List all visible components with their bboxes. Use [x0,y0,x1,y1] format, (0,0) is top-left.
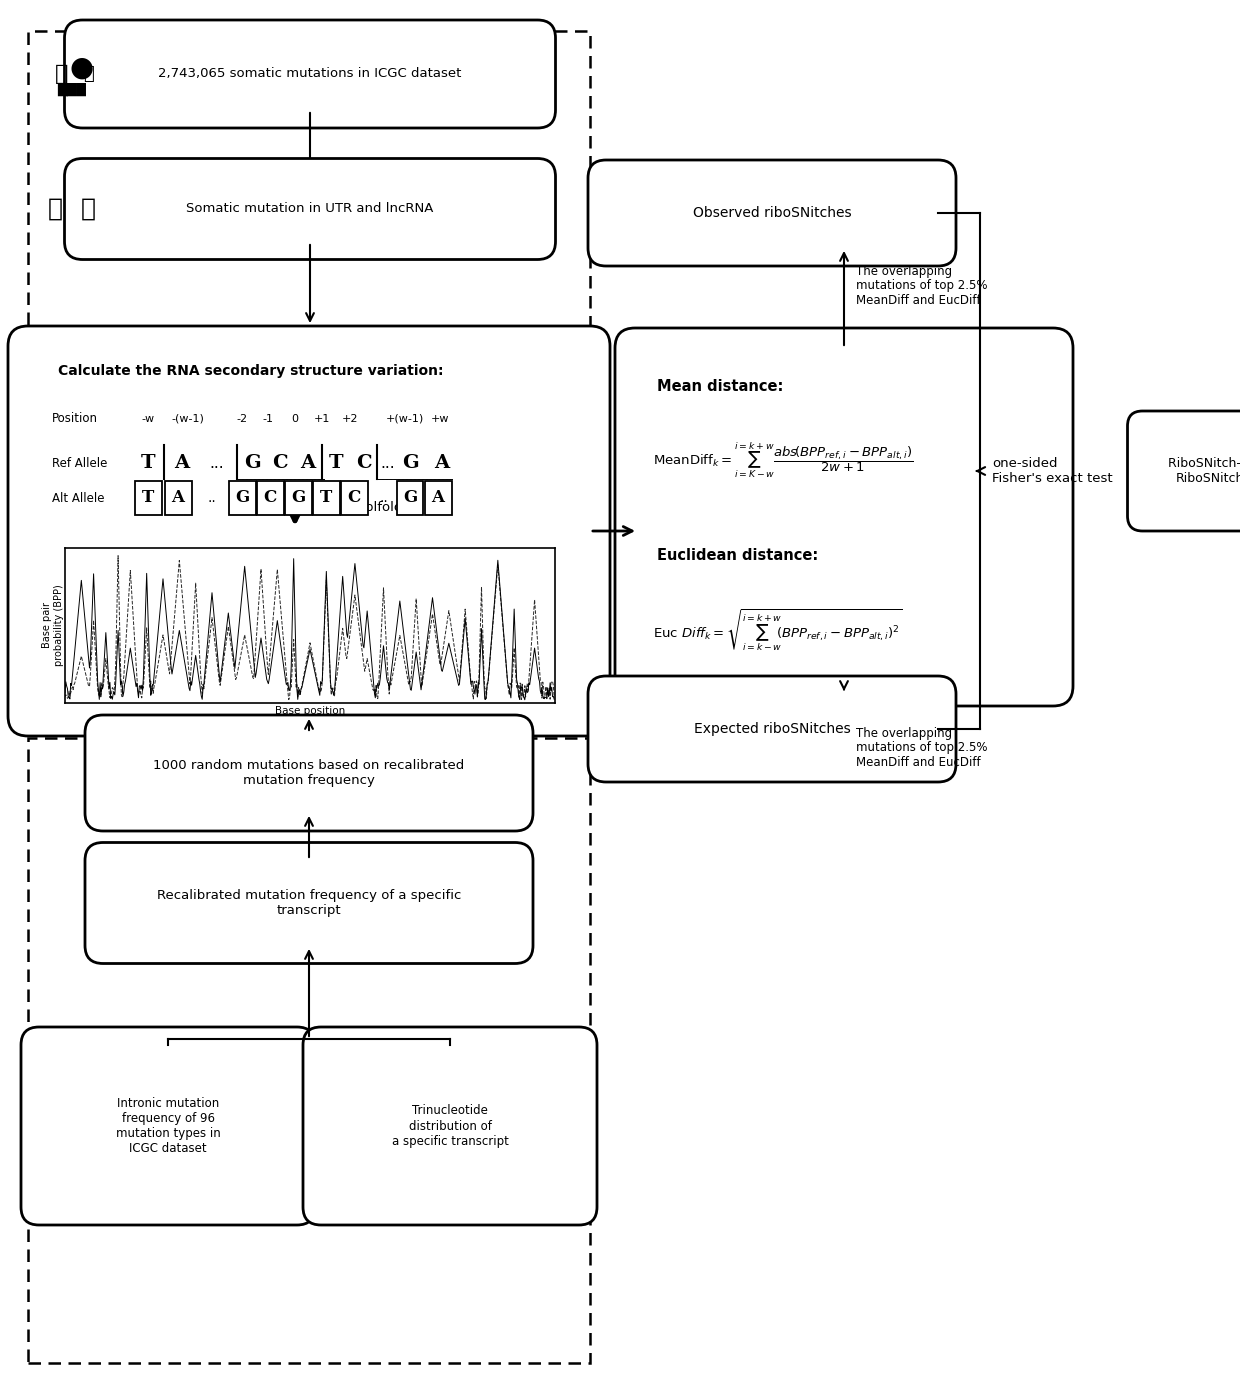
Text: A: A [175,453,190,472]
FancyBboxPatch shape [134,481,161,515]
Text: Trinucleotide
distribution of
a specific transcript: Trinucleotide distribution of a specific… [392,1104,508,1148]
Text: +1: +1 [314,415,330,424]
Text: -2: -2 [237,415,248,424]
Text: 👤: 👤 [47,198,62,221]
Text: T: T [320,490,332,506]
Text: RNAplfold: RNAplfold [339,501,403,513]
Text: G: G [291,490,305,506]
FancyBboxPatch shape [1127,410,1240,531]
Text: Ref Allele: Ref Allele [52,456,108,470]
Text: Intronic mutation
frequency of 96
mutation types in
ICGC dataset: Intronic mutation frequency of 96 mutati… [115,1097,221,1155]
Text: Alt Allele: Alt Allele [52,491,104,505]
Text: Position: Position [52,413,98,426]
FancyBboxPatch shape [341,481,367,515]
Text: ..: .. [207,491,216,505]
Text: C: C [356,453,372,472]
Text: The overlapping
mutations of top 2.5%
MeanDiff and EucDiff: The overlapping mutations of top 2.5% Me… [856,264,987,307]
X-axis label: Base position: Base position [275,705,345,716]
Text: T: T [140,453,155,472]
FancyBboxPatch shape [165,481,191,515]
FancyBboxPatch shape [312,481,340,515]
Text: $\mathrm{MeanDiff}_k = \sum_{i=K-w}^{i=k+w}\dfrac{abs\!\left(BPP_{ref,i}-BPP_{al: $\mathrm{MeanDiff}_k = \sum_{i=K-w}^{i=k… [653,440,914,480]
FancyBboxPatch shape [284,481,311,515]
Text: +w: +w [430,415,449,424]
FancyBboxPatch shape [615,328,1073,707]
Text: Observed riboSNitches: Observed riboSNitches [693,206,852,220]
Bar [29,31,590,325]
Text: T: T [141,490,154,506]
FancyBboxPatch shape [21,1027,315,1225]
Text: C: C [347,490,361,506]
Text: +(w-1): +(w-1) [386,415,424,424]
Text: $\mathrm{Euc}\ \mathit{Diff}_k = \sqrt{\sum_{i=k-w}^{i=k+w}\!\!\left(BPP_{ref,i}: $\mathrm{Euc}\ \mathit{Diff}_k = \sqrt{\… [653,606,903,652]
Text: ..: .. [379,491,388,505]
Text: -1: -1 [263,415,274,424]
Text: 👤: 👤 [83,65,93,83]
Text: ███: ███ [57,82,87,96]
FancyBboxPatch shape [86,843,533,964]
Text: C: C [273,453,288,472]
Text: 0: 0 [291,415,299,424]
Text: ...: ... [381,455,396,470]
Text: G: G [403,490,417,506]
Text: -w: -w [141,415,155,424]
Text: one-sided
Fisher's exact test: one-sided Fisher's exact test [992,458,1112,485]
Text: Calculate the RNA secondary structure variation:: Calculate the RNA secondary structure va… [58,364,444,378]
Text: A: A [300,453,315,472]
FancyBboxPatch shape [424,481,451,515]
Text: G: G [244,453,260,472]
Text: T: T [329,453,343,472]
Text: -(w-1): -(w-1) [171,415,205,424]
FancyBboxPatch shape [397,481,424,515]
Text: A: A [434,453,450,472]
Y-axis label: Base pair
probability (BPP): Base pair probability (BPP) [42,584,63,666]
FancyBboxPatch shape [64,19,556,128]
FancyBboxPatch shape [228,481,255,515]
Text: Euclidean distance:: Euclidean distance: [657,548,818,563]
Text: ●: ● [69,54,94,82]
Text: ...: ... [210,455,224,470]
FancyBboxPatch shape [303,1027,596,1225]
Text: Mean distance:: Mean distance: [657,378,784,394]
Text: 👤: 👤 [56,64,68,83]
Text: Recalibrated mutation frequency of a specific
transcript: Recalibrated mutation frequency of a spe… [156,889,461,917]
Text: G: G [402,453,418,472]
FancyBboxPatch shape [64,159,556,260]
Text: Expected riboSNitches: Expected riboSNitches [693,722,851,736]
Text: Somatic mutation in UTR and lncRNA: Somatic mutation in UTR and lncRNA [186,203,434,216]
Text: C: C [263,490,277,506]
FancyBboxPatch shape [588,676,956,782]
Text: A: A [432,490,444,506]
Text: A: A [171,490,185,506]
FancyBboxPatch shape [588,160,956,266]
Bar [29,739,590,1363]
Text: +2: +2 [342,415,358,424]
Text: 2,743,065 somatic mutations in ICGC dataset: 2,743,065 somatic mutations in ICGC data… [159,68,461,81]
Text: The overlapping
mutations of top 2.5%
MeanDiff and EucDiff: The overlapping mutations of top 2.5% Me… [856,726,987,769]
FancyBboxPatch shape [7,325,610,736]
FancyBboxPatch shape [86,715,533,830]
Text: G: G [234,490,249,506]
Text: RiboSNitch-enriched or
RiboSNitch-depleted: RiboSNitch-enriched or RiboSNitch-deplet… [1168,458,1240,485]
Text: 1000 random mutations based on recalibrated
mutation frequency: 1000 random mutations based on recalibra… [154,759,465,787]
Text: 👤: 👤 [81,198,95,221]
FancyBboxPatch shape [257,481,284,515]
